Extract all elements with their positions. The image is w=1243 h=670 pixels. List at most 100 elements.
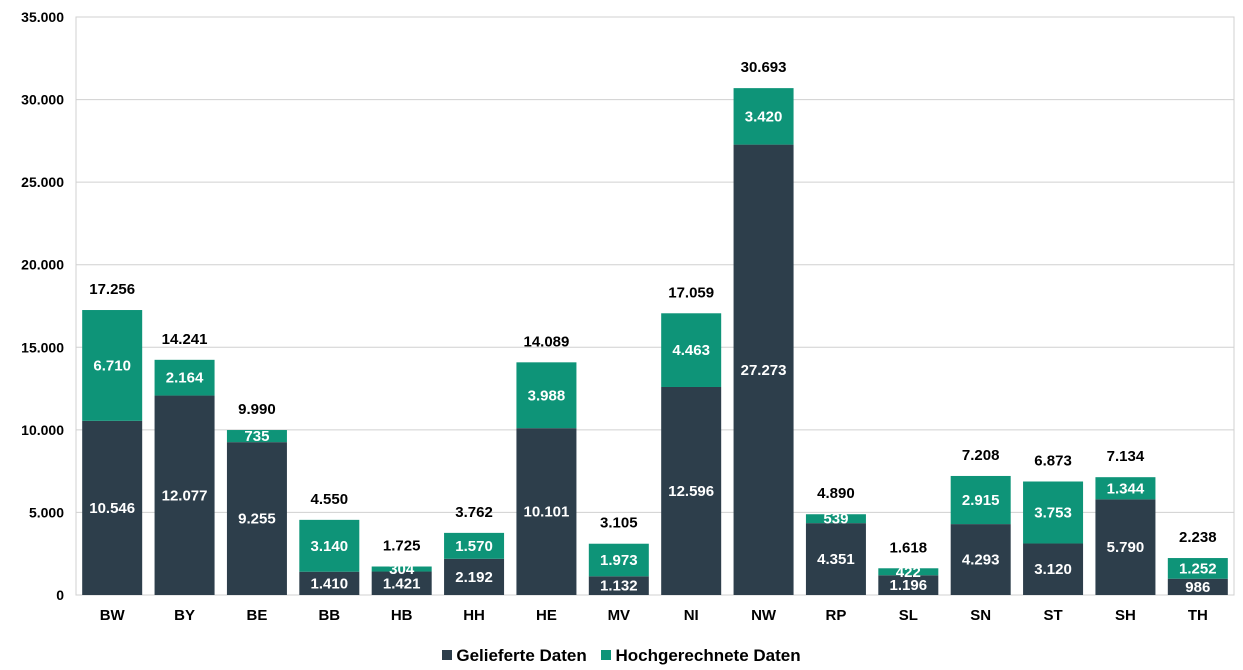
legend-swatch-hochgerechnete — [601, 650, 612, 660]
bar-gelieferte-HH — [444, 558, 505, 595]
data-label-gelieferte-HE: 10.101 — [523, 504, 569, 521]
bar-gelieferte-NW — [733, 144, 794, 595]
bar-hochgerechnete-HB — [371, 566, 432, 572]
bar-gelieferte-BY — [154, 395, 215, 595]
total-label-NI: 17.059 — [668, 284, 714, 301]
total-label-SN: 7.208 — [962, 447, 1000, 464]
data-label-gelieferte-NW: 27.273 — [741, 362, 787, 379]
total-label-BY: 14.241 — [162, 331, 208, 348]
legend-item-gelieferte: Gelieferte Daten — [442, 646, 587, 666]
total-label-HE: 14.089 — [523, 333, 569, 350]
data-label-hochgerechnete-SN: 2.915 — [962, 492, 1000, 509]
bar-gelieferte-RP — [805, 523, 866, 595]
bar-gelieferte-SL — [878, 575, 939, 595]
data-label-gelieferte-RP: 4.351 — [817, 551, 855, 568]
data-label-hochgerechnete-HE: 3.988 — [528, 387, 566, 404]
data-label-hochgerechnete-BY: 2.164 — [166, 370, 204, 387]
x-tick-label-SH: SH — [1115, 607, 1136, 624]
bar-gelieferte-BE — [226, 442, 287, 595]
bar-hochgerechnete-BY — [154, 359, 215, 396]
data-label-gelieferte-ST: 3.120 — [1034, 561, 1072, 578]
bar-gelieferte-TH — [1167, 578, 1228, 595]
data-label-hochgerechnete-HB: 304 — [389, 561, 415, 578]
bar-gelieferte-BW — [82, 420, 143, 595]
data-labels: 10.546 6.710 17.256 12.077 2.164 14.241 9.255 7… — [89, 59, 1216, 596]
data-label-gelieferte-SL: 1.196 — [890, 577, 928, 594]
x-tick-label-BW: BW — [100, 607, 126, 624]
data-label-hochgerechnete-BE: 735 — [244, 428, 269, 445]
total-label-BB: 4.550 — [311, 491, 349, 508]
legend-item-hochgerechnete: Hochgerechnete Daten — [601, 646, 801, 666]
axes: 0 5.000 10.000 15.000 20.000 25.000 30.000 35.0… — [21, 9, 1208, 624]
total-label-BW: 17.256 — [89, 281, 135, 298]
bar-hochgerechnete-BE — [226, 430, 287, 443]
bar-gelieferte-HE — [516, 428, 577, 595]
data-label-hochgerechnete-NW: 3.420 — [745, 108, 783, 125]
data-label-gelieferte-HB: 1.421 — [383, 575, 421, 592]
bar-gelieferte-BB — [299, 571, 360, 595]
bar-hochgerechnete-ST — [1023, 481, 1084, 544]
y-tick-label: 15.000 — [21, 339, 64, 355]
total-label-NW: 30.693 — [741, 59, 787, 76]
total-label-ST: 6.873 — [1034, 452, 1072, 469]
total-label-SL: 1.618 — [890, 539, 928, 556]
legend-label-gelieferte: Gelieferte Daten — [456, 646, 587, 665]
x-tick-label-BB: BB — [318, 607, 340, 624]
total-label-HH: 3.762 — [455, 504, 493, 521]
x-tick-label-SN: SN — [970, 607, 991, 624]
bar-gelieferte-ST — [1023, 543, 1084, 595]
data-label-gelieferte-SH: 5.790 — [1107, 539, 1145, 556]
data-label-gelieferte-NI: 12.596 — [668, 483, 714, 500]
bar-gelieferte-HB — [371, 571, 432, 595]
data-label-hochgerechnete-SH: 1.344 — [1107, 480, 1145, 497]
data-label-gelieferte-SN: 4.293 — [962, 552, 1000, 569]
data-label-hochgerechnete-RP: 539 — [823, 511, 848, 528]
legend: Gelieferte Daten Hochgerechnete Daten — [0, 646, 1243, 666]
bar-hochgerechnete-MV — [588, 543, 649, 577]
bar-hochgerechnete-SN — [950, 475, 1011, 525]
data-label-gelieferte-BY: 12.077 — [162, 487, 208, 504]
data-label-hochgerechnete-NI: 4.463 — [672, 342, 710, 359]
data-label-gelieferte-MV: 1.132 — [600, 578, 638, 595]
x-tick-label-ST: ST — [1043, 607, 1062, 624]
data-label-hochgerechnete-SL: 422 — [896, 564, 921, 581]
bar-hochgerechnete-NW — [733, 88, 794, 145]
x-tick-label-SL: SL — [899, 607, 918, 624]
bar-hochgerechnete-BW — [82, 310, 143, 421]
data-label-hochgerechnete-BB: 3.140 — [311, 538, 349, 555]
y-tick-label: 35.000 — [21, 9, 64, 25]
x-tick-label-NW: NW — [751, 607, 777, 624]
x-tick-label-BY: BY — [174, 607, 195, 624]
total-label-HB: 1.725 — [383, 538, 421, 555]
legend-label-hochgerechnete: Hochgerechnete Daten — [615, 646, 801, 665]
x-tick-label-RP: RP — [826, 607, 847, 624]
x-tick-label-HB: HB — [391, 607, 413, 624]
bar-hochgerechnete-SL — [878, 568, 939, 576]
bar-hochgerechnete-BB — [299, 519, 360, 572]
total-label-TH: 2.238 — [1179, 529, 1217, 546]
bar-hochgerechnete-HH — [444, 532, 505, 559]
bar-hochgerechnete-RP — [805, 514, 866, 524]
y-tick-label: 10.000 — [21, 422, 64, 438]
total-label-BE: 9.990 — [238, 401, 276, 418]
bar-hochgerechnete-HE — [516, 362, 577, 429]
data-label-gelieferte-BE: 9.255 — [238, 511, 276, 528]
data-label-gelieferte-BW: 10.546 — [89, 500, 135, 517]
data-label-gelieferte-HH: 2.192 — [455, 569, 493, 586]
data-label-hochgerechnete-BW: 6.710 — [93, 357, 131, 374]
total-label-MV: 3.105 — [600, 515, 638, 532]
bar-gelieferte-MV — [588, 576, 649, 595]
bar-hochgerechnete-SH — [1095, 477, 1156, 500]
data-label-hochgerechnete-MV: 1.973 — [600, 552, 638, 569]
x-tick-label-MV: MV — [608, 607, 631, 624]
x-tick-label-HH: HH — [463, 607, 485, 624]
stacked-bar-chart: 0 5.000 10.000 15.000 20.000 25.000 30.000 35.0… — [21, 9, 1235, 624]
bar-gelieferte-SH — [1095, 499, 1156, 595]
total-label-SH: 7.134 — [1107, 448, 1145, 465]
data-label-hochgerechnete-ST: 3.753 — [1034, 504, 1072, 521]
bar-gelieferte-SN — [950, 524, 1011, 595]
bar-hochgerechnete-TH — [1167, 558, 1228, 579]
legend-swatch-gelieferte — [442, 650, 453, 660]
y-tick-label: 25.000 — [21, 174, 64, 190]
y-tick-label: 30.000 — [21, 92, 64, 108]
